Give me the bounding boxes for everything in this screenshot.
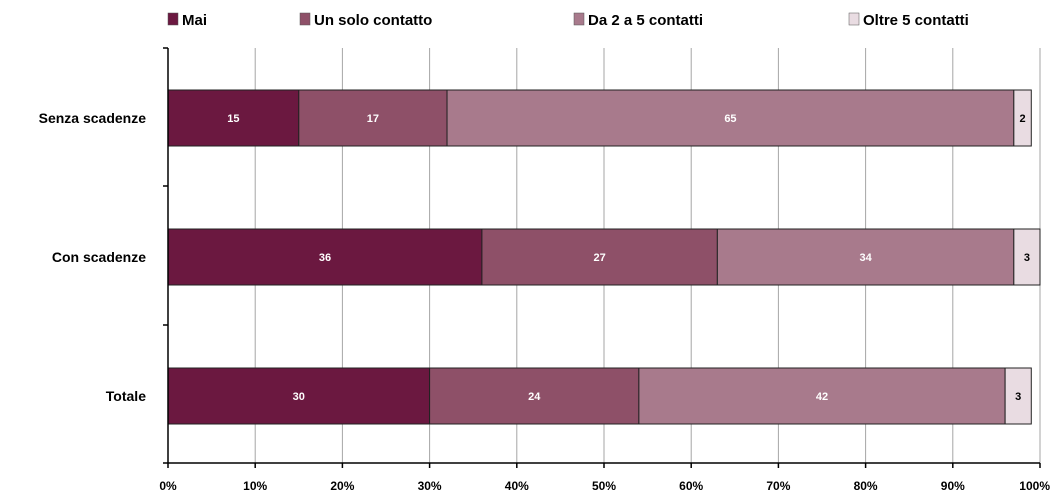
data-label: 3 xyxy=(1015,391,1021,403)
bar-segment xyxy=(446,89,1015,147)
x-tick-labels: 0% 10% 20% 30% 40% 50% 60% 70% 80% 90% 100% xyxy=(159,479,1050,493)
legend-label: Da 2 a 5 contatti xyxy=(588,12,703,29)
x-tick-label: 20% xyxy=(330,479,354,493)
bar-segment xyxy=(638,367,1006,425)
axes xyxy=(163,47,1041,468)
x-tick-label: 40% xyxy=(505,479,529,493)
x-tick-label: 60% xyxy=(679,479,703,493)
legend-label: Mai xyxy=(182,12,207,29)
category-label: Totale xyxy=(106,388,146,404)
data-label: 27 xyxy=(594,252,606,264)
legend-swatch xyxy=(573,12,585,26)
data-label: 3 xyxy=(1024,252,1030,264)
bar-segment xyxy=(1013,89,1032,147)
bars: 15 17 65 2 36 27 34 3 30 24 42 3 xyxy=(167,89,1041,425)
category-labels: Senza scadenze Con scadenze Totale xyxy=(39,110,147,404)
legend: Mai Un solo contatto Da 2 a 5 contatti Oltr… xyxy=(167,12,969,29)
legend-swatch xyxy=(299,12,311,26)
bar-segment xyxy=(167,367,431,425)
data-label: 34 xyxy=(859,252,872,264)
x-tick-label: 10% xyxy=(243,479,267,493)
data-label: 30 xyxy=(293,391,305,403)
x-tick-label: 0% xyxy=(159,479,177,493)
category-label: Con scadenze xyxy=(52,249,146,265)
bar-segment xyxy=(1013,228,1041,286)
bar-segment xyxy=(167,89,300,147)
legend-swatch xyxy=(167,12,179,26)
data-label: 2 xyxy=(1019,113,1025,125)
bar-segment xyxy=(716,228,1015,286)
data-label: 36 xyxy=(319,252,331,264)
x-tick-label: 30% xyxy=(418,479,442,493)
x-tick-label: 70% xyxy=(766,479,790,493)
x-tick-label: 80% xyxy=(854,479,878,493)
legend-label: Un solo contatto xyxy=(314,12,432,29)
data-label: 65 xyxy=(724,113,736,125)
data-label: 15 xyxy=(227,113,239,125)
bar-segment xyxy=(481,228,718,286)
bar-segment xyxy=(298,89,448,147)
data-label: 42 xyxy=(816,391,828,403)
legend-label: Oltre 5 contatti xyxy=(863,12,969,29)
data-label: 17 xyxy=(367,113,379,125)
bar-segment xyxy=(1004,367,1032,425)
legend-swatch xyxy=(848,12,860,26)
x-tick-label: 90% xyxy=(941,479,965,493)
x-tick-label: 100% xyxy=(1019,479,1050,493)
bar-segment xyxy=(429,367,640,425)
x-tick-label: 50% xyxy=(592,479,616,493)
data-label: 24 xyxy=(528,391,541,403)
category-label: Senza scadenze xyxy=(39,110,147,126)
